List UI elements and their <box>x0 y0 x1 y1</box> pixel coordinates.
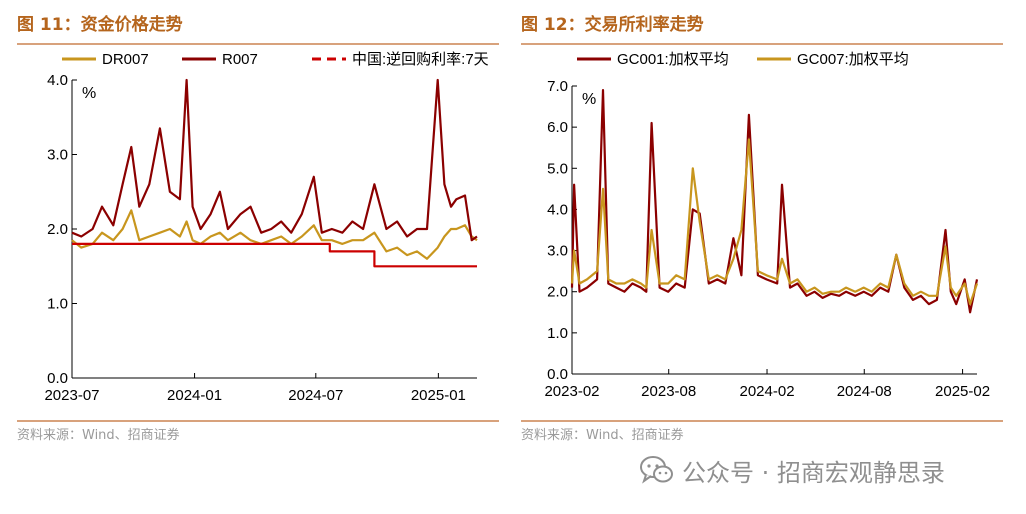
left-panel: 图 11：资金价格走势 0.0 1.0 2.0 3.0 4.0 2023-07 2024-0… <box>17 0 499 450</box>
left-y-tick-label: 2.0 <box>47 221 68 238</box>
left-y-tick-label: 1.0 <box>47 296 68 313</box>
left-y-tick-label: 4.0 <box>47 72 68 89</box>
right-y-tick-label: 2.0 <box>547 284 568 301</box>
left-x-tick-label: 2023-07 <box>44 387 99 404</box>
left-legend-label-0: DR007 <box>102 51 149 68</box>
left-source-note: 资料来源：Wind、招商证券 <box>17 428 180 443</box>
right-y-tick-label: 7.0 <box>547 78 568 95</box>
right-y-tick-label: 1.0 <box>547 325 568 342</box>
right-series-0-line <box>570 88 979 314</box>
left-legend-label-2: 中国:逆回购利率:7天 <box>352 51 489 68</box>
right-title-rule <box>521 43 1003 45</box>
right-figure-title: 图 12：交易所利率走势 <box>521 15 704 35</box>
left-figure-title: 图 11：资金价格走势 <box>17 15 183 35</box>
left-series-2-line <box>72 242 477 268</box>
watermark-text: 公众号 · 招商宏观静思录 <box>682 458 945 487</box>
wechat-icon <box>640 456 673 484</box>
right-panel: 图 12：交易所利率走势 0.0 1.0 2.0 3.0 4.0 5.0 6.0 7.0 202… <box>521 0 1003 450</box>
left-x-tick-label: 2024-07 <box>288 387 343 404</box>
right-x-tick-label: 2025-02 <box>935 383 990 400</box>
right-y-tick-label: 3.0 <box>547 243 568 260</box>
right-x-tick-label: 2024-02 <box>739 383 794 400</box>
left-bottom-rule <box>17 420 499 422</box>
right-y-tick-label: 4.0 <box>547 201 568 218</box>
right-chart: 0.0 1.0 2.0 3.0 4.0 5.0 6.0 7.0 2023-02 2023-08 20… <box>544 51 990 400</box>
right-x-tick-label: 2024-08 <box>837 383 892 400</box>
watermark: 公众号 · 招商宏观静思录 <box>640 452 945 488</box>
right-x-tick-label: 2023-08 <box>641 383 696 400</box>
right-legend-label-0: GC001:加权平均 <box>617 51 729 68</box>
right-y-tick-label: 0.0 <box>547 366 568 383</box>
right-x-tick-label: 2023-02 <box>544 383 599 400</box>
left-chart: 0.0 1.0 2.0 3.0 4.0 2023-07 2024-01 2024-07 2025… <box>44 51 489 404</box>
left-y-tick-label: 3.0 <box>47 147 68 164</box>
left-unit-label: % <box>82 85 96 102</box>
right-legend-label-1: GC007:加权平均 <box>797 51 909 68</box>
left-y-tick-label: 0.0 <box>47 370 68 387</box>
left-series-0-line <box>71 209 478 260</box>
left-x-tick-label: 2024-01 <box>167 387 222 404</box>
left-series-1-line <box>71 78 478 242</box>
left-title-rule <box>17 43 499 45</box>
right-series-1-line <box>570 138 979 306</box>
left-legend-label-1: R007 <box>222 51 258 68</box>
left-x-tick-label: 2025-01 <box>411 387 466 404</box>
right-y-tick-label: 5.0 <box>547 160 568 177</box>
right-source-note: 资料来源：Wind、招商证券 <box>521 428 684 443</box>
right-y-tick-label: 6.0 <box>547 119 568 136</box>
right-unit-label: % <box>582 91 596 108</box>
right-bottom-rule <box>521 420 1003 422</box>
